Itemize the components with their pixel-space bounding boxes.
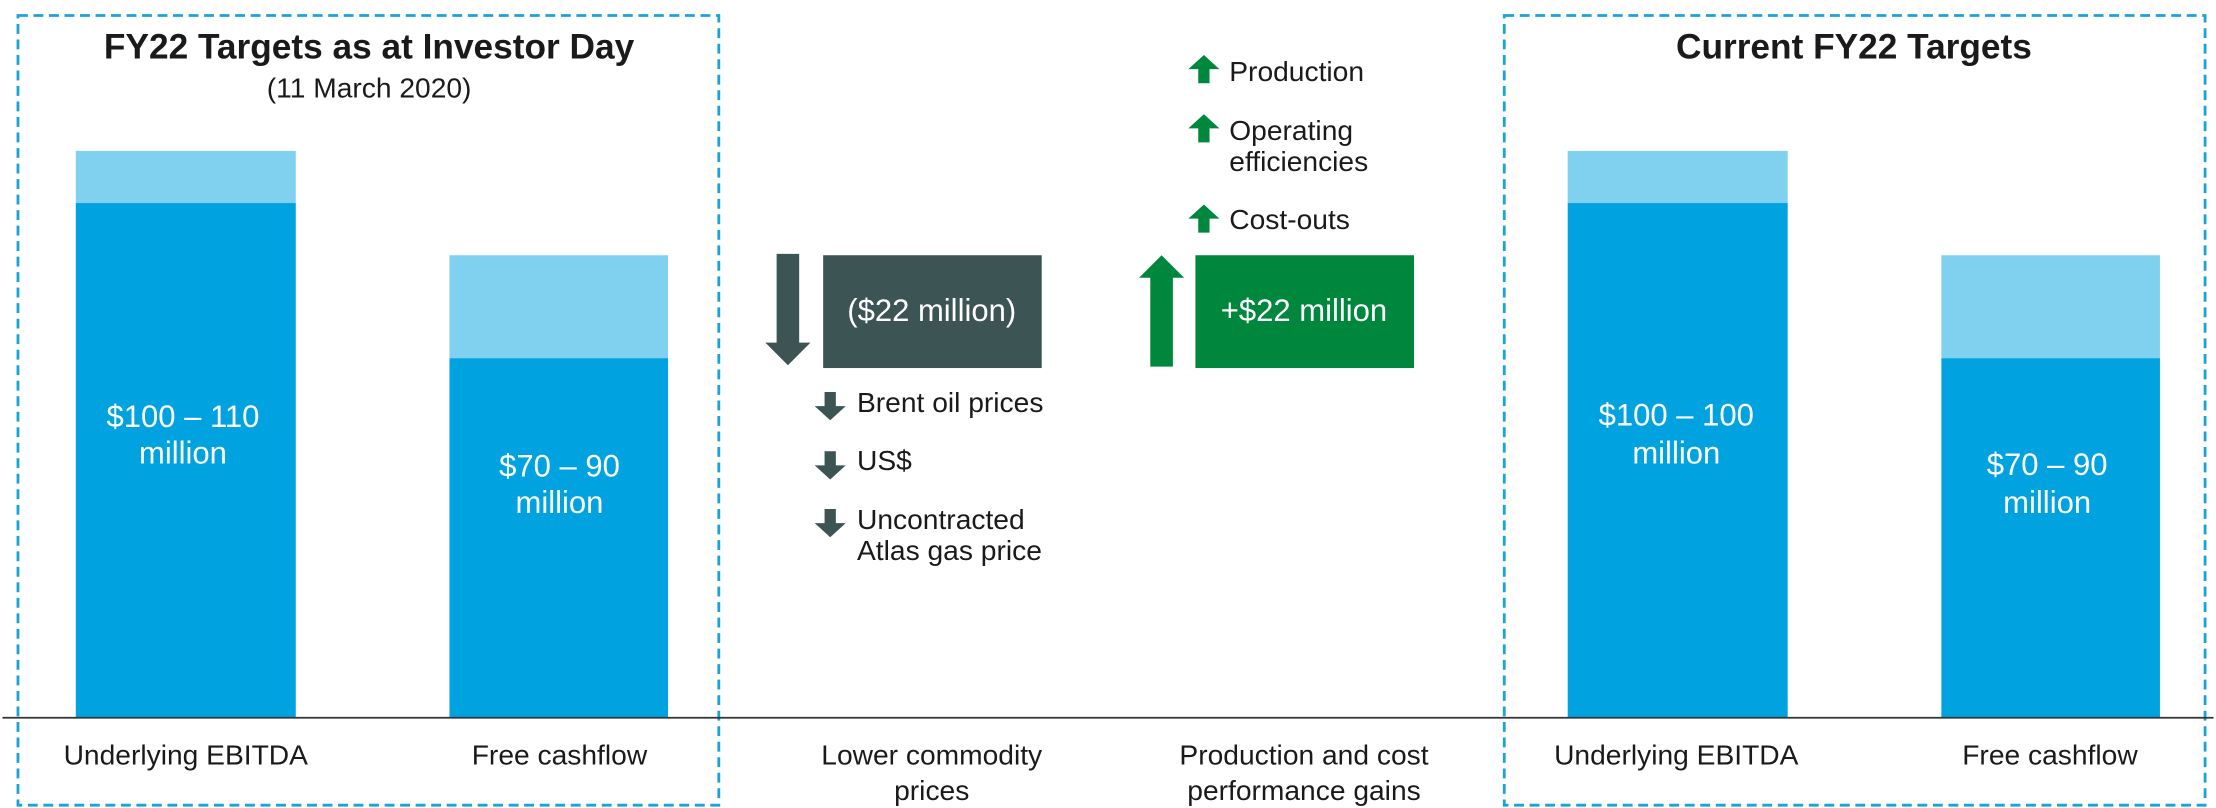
driver: Cost-outs xyxy=(1229,203,1350,235)
bar-label: million xyxy=(516,485,604,520)
small-up-arrow xyxy=(1188,54,1220,84)
bar xyxy=(1567,203,1788,718)
panel-title: FY22 Targets as at Investor Day xyxy=(104,28,635,67)
small-down-arrow xyxy=(814,451,846,480)
increase-box xyxy=(1195,255,1414,369)
increase-amount: +$22 million xyxy=(1221,293,1387,328)
category-label: Free cashflow xyxy=(1962,739,2138,771)
bar-range xyxy=(1941,255,2160,359)
bar-label: $70 – 90 xyxy=(1987,447,2108,482)
bar-range xyxy=(75,150,296,204)
category-label: performance gains xyxy=(1187,774,1420,806)
bar-label: $100 – 100 xyxy=(1599,398,1754,433)
small-down-arrow xyxy=(814,392,846,421)
driver: US$ xyxy=(857,444,912,476)
driver: Production xyxy=(1229,55,1364,87)
small-down-arrow xyxy=(814,509,846,538)
category-label: Lower commodity xyxy=(821,739,1043,771)
right-panel-border xyxy=(1502,14,2207,807)
category-label: Underlying EBITDA xyxy=(1554,739,1799,771)
decrease-amount: ($22 million) xyxy=(847,293,1016,328)
bar xyxy=(75,203,296,718)
bar-range xyxy=(449,255,669,359)
decrease-box xyxy=(823,255,1042,369)
bar-label: million xyxy=(1632,436,1720,471)
bar-label: $100 – 110 xyxy=(106,399,259,434)
category-label: Free cashflow xyxy=(472,739,648,771)
driver: Brent oil prices xyxy=(857,386,1043,418)
bar-label: million xyxy=(139,436,227,471)
bar-label: million xyxy=(2003,485,2091,520)
driver: Operating xyxy=(1229,114,1353,146)
bar xyxy=(449,358,669,718)
small-up-arrow xyxy=(1188,204,1220,233)
up-arrow xyxy=(1139,255,1185,367)
driver: Uncontracted xyxy=(857,503,1025,535)
category-label: Underlying EBITDA xyxy=(64,739,309,771)
small-up-arrow xyxy=(1188,114,1220,143)
bar-label: $70 – 90 xyxy=(499,448,620,483)
driver: Atlas gas price xyxy=(857,534,1042,566)
down-arrow xyxy=(765,253,811,366)
category-label: prices xyxy=(894,774,969,806)
panel-subtitle: (11 March 2020) xyxy=(267,72,472,104)
bar xyxy=(1941,358,2160,718)
bar-range xyxy=(1567,150,1788,204)
left-panel-border xyxy=(16,14,721,807)
category-label: Production and cost xyxy=(1179,739,1428,771)
driver: efficiencies xyxy=(1229,145,1368,177)
panel-title: Current FY22 Targets xyxy=(1676,28,2032,67)
